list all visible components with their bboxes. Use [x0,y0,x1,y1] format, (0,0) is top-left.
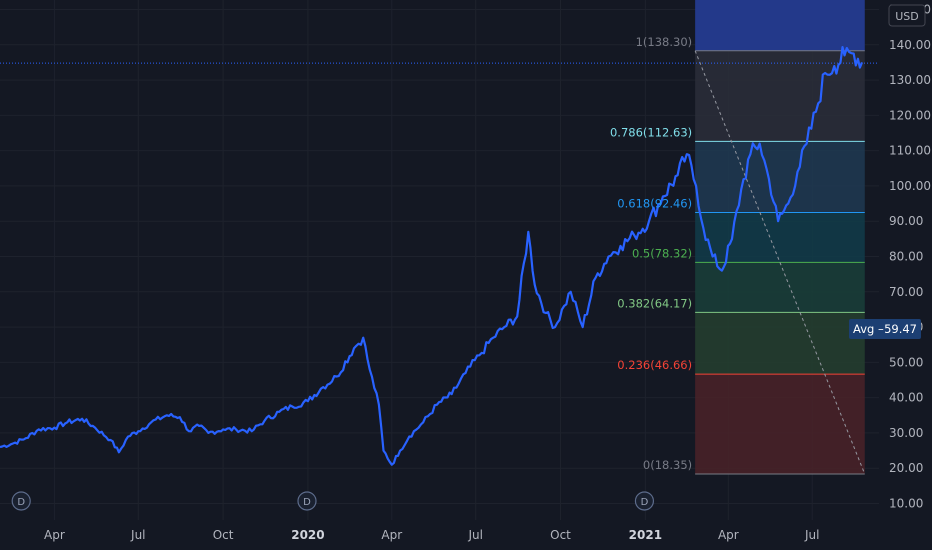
x-tick-label: Oct [213,528,234,542]
dividend-marker [297,491,317,511]
y-tick-label: 30.00 [889,426,923,440]
fib-zone [695,312,865,375]
fib-level-label: 0.786(112.63) [610,125,692,139]
y-tick-label: 100.00 [889,179,931,193]
x-tick-label: 2020 [291,528,324,542]
fib-zone-above [695,0,865,51]
fibonacci-levels [695,50,865,475]
y-tick-label: 40.00 [889,391,923,405]
price-axis[interactable] [879,0,932,550]
y-tick-label: 120.00 [889,108,931,122]
price-series-line[interactable] [0,46,864,466]
fib-zone [695,262,865,313]
fibonacci-level-labels: 1(138.30) 0.786(112.63) 0.618(92.46) 0.5(78… [610,35,692,472]
y-tick-label: 80.00 [889,250,923,264]
dividend-marker-label: D [641,497,649,508]
y-tick-label: 90.00 [889,214,923,228]
fib-level-label: 0.5(78.32) [632,246,692,260]
x-tick-label: Apr [718,528,739,542]
fib-zone [695,141,865,213]
y-tick-label: 110.00 [889,144,931,158]
dividend-marker-label: D [303,497,311,508]
fib-level-label: 0.236(46.66) [617,358,692,372]
fibonacci-trend-line [694,50,866,475]
x-tick-label: Apr [381,528,402,542]
x-tick-label: Jul [804,528,819,542]
dividend-marker [634,491,655,511]
x-tick-label: Apr [44,528,65,542]
currency-badge-box [888,4,926,27]
x-tick-label: Oct [550,528,571,542]
fibonacci-zones [695,0,865,475]
average-badge-box [849,318,921,339]
x-tick-label: Jul [467,528,482,542]
average-value: 59.47 [884,322,917,336]
average-badge: Avg – 59.47 [849,318,921,339]
currency-label: USD [895,10,919,23]
fib-zone [695,50,865,142]
fib-level-label: 1(138.30) [636,35,693,49]
x-tick-label: Jul [130,528,145,542]
y-tick-label: 140.00 [889,38,931,52]
average-label: Avg [853,322,874,336]
y-tick-label: 70.00 [889,285,923,299]
y-tick-label: 130.00 [889,73,931,87]
fib-level-label: 0.618(92.46) [617,197,692,211]
fib-zone [695,374,865,475]
y-tick-label: 20.00 [889,461,923,475]
fib-zone [695,212,865,263]
x-tick-label: 2021 [629,528,662,542]
average-separator: – [878,322,884,336]
dividend-marker-label: D [17,497,25,508]
y-tick-label: 10.00 [889,497,923,511]
currency-badge[interactable]: USD [888,4,926,27]
fib-level-label: 0(18.35) [643,458,692,472]
x-axis-ticks: Apr Jul Oct 2020 Apr Jul Oct 2021 Apr Jul [44,528,819,542]
fib-level-label: 0.382(64.17) [617,296,692,310]
dividend-marker [11,491,31,511]
y-tick-label: 50.00 [889,355,923,369]
